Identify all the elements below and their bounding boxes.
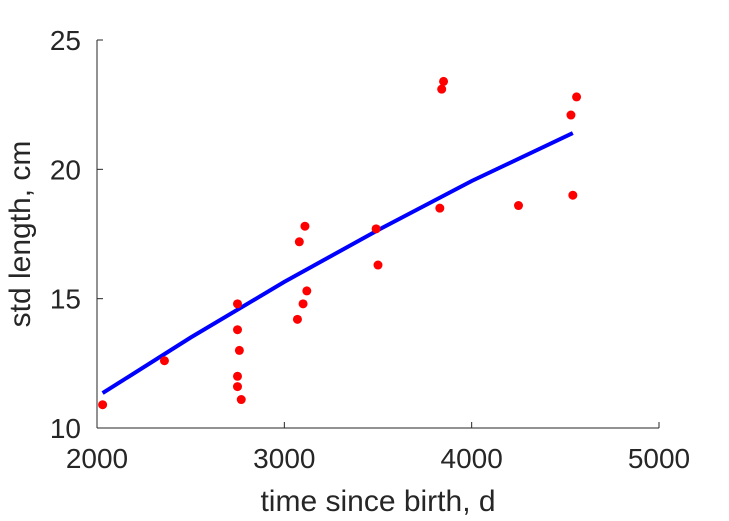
data-point bbox=[294, 237, 304, 247]
data-point bbox=[298, 299, 308, 309]
data-point bbox=[373, 260, 383, 270]
data-point bbox=[233, 325, 242, 335]
x-tick-label: 2000 bbox=[66, 443, 128, 474]
data-point bbox=[159, 356, 169, 366]
data-point bbox=[439, 76, 449, 86]
data-point bbox=[233, 382, 242, 392]
data-point bbox=[568, 190, 578, 200]
data-point bbox=[234, 345, 244, 355]
series-layer bbox=[98, 76, 582, 410]
x-tick-label: 4000 bbox=[441, 443, 503, 474]
data-point bbox=[233, 299, 242, 309]
data-point bbox=[300, 221, 310, 231]
y-tick-label: 15 bbox=[50, 284, 81, 315]
data-point bbox=[292, 314, 302, 324]
plot-area: 2000 3000 4000 5000 10 15 20 25 bbox=[50, 25, 690, 474]
data-point bbox=[514, 201, 523, 211]
data-point bbox=[236, 395, 246, 405]
data-point bbox=[572, 92, 582, 102]
x-tick-label: 3000 bbox=[253, 443, 315, 474]
data-point bbox=[566, 110, 576, 120]
data-point bbox=[371, 224, 381, 234]
x-tick-label: 5000 bbox=[628, 443, 690, 474]
y-tick-label: 25 bbox=[50, 25, 81, 56]
y-tick-label: 20 bbox=[50, 154, 81, 185]
data-point bbox=[233, 371, 242, 381]
data-point bbox=[302, 286, 312, 296]
fit-line bbox=[101, 131, 574, 395]
y-ticks: 10 15 20 25 bbox=[50, 25, 103, 444]
x-ticks: 2000 3000 4000 5000 bbox=[66, 422, 690, 474]
x-axis-label: time since birth, d bbox=[260, 485, 495, 518]
y-tick-label: 10 bbox=[50, 413, 81, 444]
data-point bbox=[435, 203, 445, 213]
data-point bbox=[437, 84, 447, 94]
data-point bbox=[98, 400, 108, 410]
y-axis-label: std length, cm bbox=[4, 141, 37, 328]
